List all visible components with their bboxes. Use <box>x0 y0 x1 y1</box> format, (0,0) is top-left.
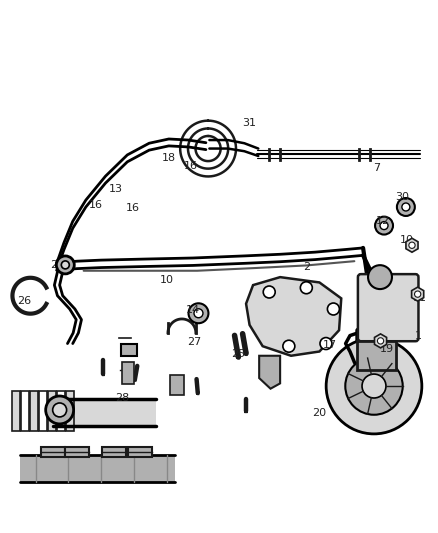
Polygon shape <box>259 356 280 389</box>
Text: 30: 30 <box>396 192 410 203</box>
Circle shape <box>46 396 74 424</box>
Circle shape <box>263 286 275 298</box>
Circle shape <box>375 216 393 235</box>
Bar <box>66 391 74 431</box>
Circle shape <box>300 282 312 294</box>
Text: 18: 18 <box>162 152 176 163</box>
Text: 26: 26 <box>17 296 31 306</box>
Bar <box>53 399 155 426</box>
Circle shape <box>194 309 203 318</box>
Circle shape <box>362 374 386 398</box>
Text: 16: 16 <box>184 160 198 171</box>
Text: 2: 2 <box>303 262 310 271</box>
Bar <box>170 375 184 395</box>
Text: 1: 1 <box>415 330 422 341</box>
Bar <box>30 391 38 431</box>
Text: 10: 10 <box>400 235 414 245</box>
Text: 21: 21 <box>50 260 64 270</box>
Circle shape <box>326 338 422 434</box>
Circle shape <box>402 203 410 211</box>
Circle shape <box>320 337 332 350</box>
Circle shape <box>61 261 69 269</box>
Bar <box>21 391 29 431</box>
Polygon shape <box>406 238 418 252</box>
Bar <box>102 447 126 457</box>
Circle shape <box>283 340 295 352</box>
FancyBboxPatch shape <box>358 274 418 341</box>
Bar <box>20 455 175 482</box>
Circle shape <box>414 291 421 297</box>
Circle shape <box>328 303 339 315</box>
Bar <box>65 447 89 457</box>
Text: 19: 19 <box>380 344 394 354</box>
Text: 16: 16 <box>126 203 140 213</box>
Circle shape <box>409 242 415 248</box>
Bar <box>128 447 152 457</box>
Text: 17: 17 <box>323 340 337 350</box>
Circle shape <box>53 403 67 417</box>
Text: 13: 13 <box>109 184 123 195</box>
Bar <box>122 362 134 384</box>
Bar <box>121 344 137 356</box>
Polygon shape <box>412 287 424 301</box>
Circle shape <box>188 303 208 323</box>
Polygon shape <box>246 277 341 356</box>
Circle shape <box>57 256 74 274</box>
Text: 16: 16 <box>89 200 103 211</box>
Circle shape <box>378 338 384 344</box>
Polygon shape <box>374 334 387 348</box>
Circle shape <box>368 265 392 289</box>
Bar <box>57 391 65 431</box>
Bar <box>12 391 20 431</box>
Circle shape <box>397 198 415 216</box>
Bar <box>357 341 396 370</box>
Text: 11: 11 <box>413 293 427 303</box>
Bar <box>48 391 56 431</box>
Circle shape <box>345 357 403 415</box>
Bar <box>39 391 47 431</box>
Text: 31: 31 <box>242 118 256 128</box>
Text: 27: 27 <box>187 337 201 348</box>
Text: 14: 14 <box>186 305 200 315</box>
Bar <box>41 447 65 457</box>
Text: 25: 25 <box>232 349 246 359</box>
Text: 7: 7 <box>373 163 380 173</box>
Text: 12: 12 <box>376 216 390 227</box>
Text: 10: 10 <box>159 275 173 285</box>
Text: 20: 20 <box>312 408 326 418</box>
Circle shape <box>380 222 388 230</box>
Text: 28: 28 <box>115 393 129 403</box>
